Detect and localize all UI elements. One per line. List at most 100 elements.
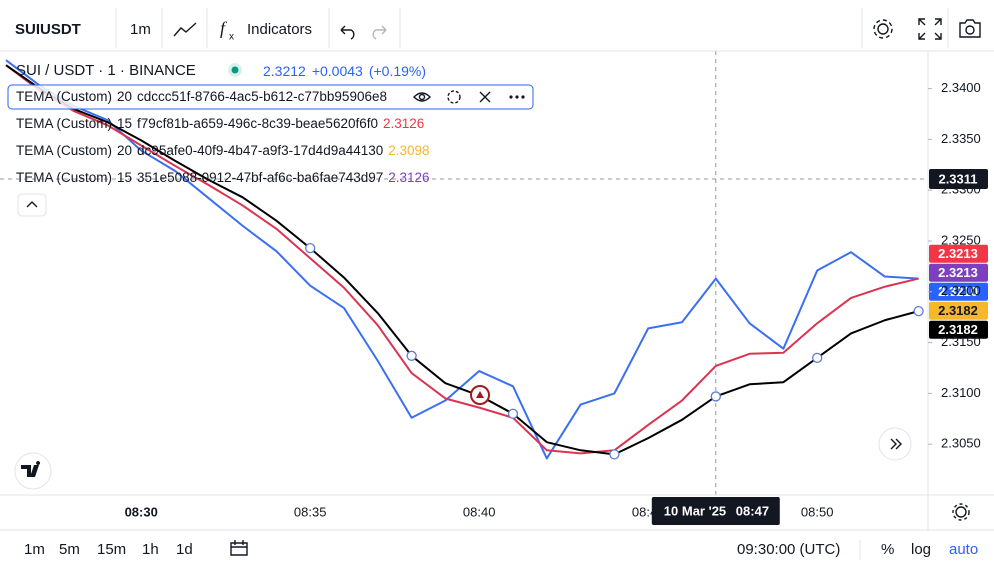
point-marker[interactable] bbox=[710, 391, 721, 402]
dot: · bbox=[94, 62, 107, 79]
scroll-to-realtime[interactable] bbox=[878, 427, 912, 461]
top-toolbar: SUIUSDT 1m f x Indicators bbox=[0, 8, 994, 52]
fx-icon[interactable]: f bbox=[220, 18, 228, 38]
indicator-name: TEMA (Custom) bbox=[16, 143, 112, 158]
crosshair-date: 10 Mar '25 bbox=[664, 503, 726, 518]
axis-settings-ring bbox=[952, 503, 970, 521]
interval: 1 bbox=[107, 62, 115, 79]
y-tick-label: 2.3350 bbox=[941, 131, 981, 146]
price-value: +0.0043 bbox=[312, 63, 363, 79]
undo[interactable] bbox=[340, 25, 355, 40]
settings[interactable] bbox=[877, 23, 889, 35]
symbol-legend: SUI / USDT · 1 · BINANCE bbox=[16, 62, 196, 79]
x-tick-label: 08:45 bbox=[632, 504, 665, 519]
price-label: 2.3182 bbox=[938, 322, 978, 337]
percent-toggle[interactable]: % bbox=[881, 541, 894, 558]
scroll-icon bbox=[890, 438, 902, 450]
point-marker[interactable] bbox=[609, 449, 620, 460]
range-button[interactable]: 1h bbox=[142, 541, 159, 558]
crosshair-time: 08:47 bbox=[736, 503, 769, 518]
x-tick-label: 08:50 bbox=[801, 504, 834, 519]
y-tick-label: 2.3200 bbox=[941, 283, 981, 298]
crosshair-time-box bbox=[651, 497, 780, 525]
dot: · bbox=[116, 62, 129, 79]
y-tick-label: 2.3250 bbox=[941, 232, 981, 247]
price-label-box bbox=[929, 320, 988, 339]
price-label-box bbox=[929, 244, 988, 263]
interval[interactable]: 1m bbox=[130, 21, 151, 38]
point-marker[interactable] bbox=[507, 408, 519, 419]
price-label: 2.3213 bbox=[938, 265, 978, 280]
indicators-button[interactable]: Indicators bbox=[247, 21, 312, 38]
fx-icon-sub: x bbox=[229, 32, 234, 43]
axis-settings[interactable] bbox=[955, 506, 967, 518]
fullscreen[interactable] bbox=[918, 18, 942, 40]
price-label-box bbox=[929, 301, 988, 320]
x-tick-label: 08:30 bbox=[125, 504, 158, 519]
indicator-id: cdccc51f-8766-4ac5-b612-c77bb95906e8 bbox=[137, 89, 387, 104]
price-label: 2.3213 bbox=[938, 246, 978, 261]
indicator-settings[interactable] bbox=[447, 90, 461, 104]
point-marker[interactable] bbox=[406, 350, 417, 361]
range-button[interactable]: 15m bbox=[97, 541, 126, 558]
redo[interactable] bbox=[372, 25, 387, 40]
bottom-toolbar: 09:30:00 (UTC) % log auto 1m 5m 15m 1h 1d bbox=[24, 540, 978, 560]
symbol[interactable]: SUIUSDT bbox=[15, 21, 81, 38]
collapse-legend[interactable] bbox=[17, 193, 47, 217]
indicator-legend[interactable]: TEMA (Custom) 15 f79cf81b-a659-496c-8c39-b… bbox=[16, 116, 424, 131]
y-tick-label: 2.3100 bbox=[941, 385, 981, 400]
snapshot[interactable] bbox=[959, 19, 981, 38]
range-button[interactable]: 1d bbox=[176, 541, 193, 558]
price-line bbox=[5, 64, 919, 455]
y-tick-label: 2.3300 bbox=[941, 182, 981, 197]
x-tick-label: 08:40 bbox=[463, 504, 496, 519]
snapshot-lens bbox=[965, 25, 975, 35]
price-value: 2.3212 bbox=[263, 63, 306, 79]
indicator-legend[interactable]: TEMA (Custom) 15 351e5088-0912-47bf-af6c-b… bbox=[16, 170, 430, 185]
auto-toggle[interactable]: auto bbox=[949, 541, 978, 558]
clock[interactable]: 09:30:00 (UTC) bbox=[737, 541, 840, 558]
indicator-value: 2.3126 bbox=[388, 170, 429, 185]
more-dot[interactable] bbox=[515, 95, 519, 99]
price-legend: 2.3212 +0.0043 (+0.19%) bbox=[263, 63, 426, 79]
price-label-box bbox=[929, 263, 988, 282]
crosshair-price-box bbox=[929, 169, 988, 190]
price-label: 2.3210 bbox=[938, 284, 978, 299]
date-range-icon[interactable] bbox=[230, 540, 248, 556]
indicator-length: 15 bbox=[117, 170, 132, 185]
indicator-value: 2.3126 bbox=[383, 116, 424, 131]
selected-indicator-box[interactable] bbox=[7, 84, 534, 110]
point-marker[interactable] bbox=[305, 242, 316, 254]
point-marker[interactable] bbox=[812, 352, 823, 363]
plot-area bbox=[0, 51, 928, 495]
remove-indicator[interactable] bbox=[479, 91, 491, 103]
indicator-length: 20 bbox=[117, 89, 132, 104]
more-dot[interactable] bbox=[521, 95, 525, 99]
indicator-value: 2.3098 bbox=[388, 143, 429, 158]
market-status-dot bbox=[231, 66, 239, 74]
range-button[interactable]: 5m bbox=[59, 541, 80, 558]
exchange: BINANCE bbox=[129, 62, 196, 79]
crosshair-price: 2.3311 bbox=[938, 171, 977, 186]
x-tick-label: 08:35 bbox=[294, 504, 327, 519]
y-tick-label: 2.3150 bbox=[941, 334, 981, 349]
range-button[interactable]: 1m bbox=[24, 541, 45, 558]
more-dot[interactable] bbox=[509, 95, 513, 99]
indicator-id: 351e5088-0912-47bf-af6c-ba6fae743d97 bbox=[137, 170, 383, 185]
indicator-name: TEMA (Custom) bbox=[16, 89, 112, 104]
indicator-id: f79cf81b-a659-496c-8c39-beae5620f6f0 bbox=[137, 116, 378, 131]
indicator-name: TEMA (Custom) bbox=[16, 170, 112, 185]
visibility-icon[interactable] bbox=[413, 92, 431, 102]
indicator-legend[interactable]: TEMA (Custom) 20 dc95afe0-40f9-4b47-a9f3-1… bbox=[16, 143, 430, 158]
indicator-name: TEMA (Custom) bbox=[16, 116, 112, 131]
settings-ring bbox=[873, 19, 893, 39]
indicator-legend[interactable]: TEMA (Custom) 20 cdccc51f-8766-4ac5-b612-c… bbox=[16, 89, 387, 104]
logo-mark bbox=[21, 461, 41, 477]
price-label: 2.3182 bbox=[938, 303, 978, 318]
log-toggle[interactable]: log bbox=[911, 541, 931, 558]
price-value: (+0.19%) bbox=[369, 63, 426, 79]
chart-type-icon[interactable] bbox=[173, 22, 197, 37]
point-marker[interactable] bbox=[913, 305, 924, 317]
indicator-length: 15 bbox=[117, 116, 132, 131]
